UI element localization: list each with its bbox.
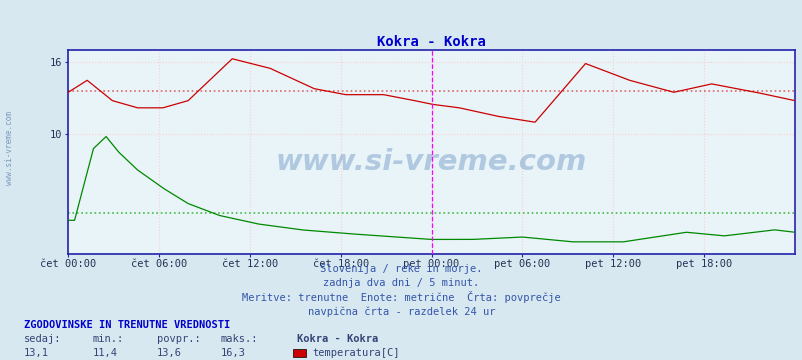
Text: zadnja dva dni / 5 minut.: zadnja dva dni / 5 minut. bbox=[323, 278, 479, 288]
Text: Slovenija / reke in morje.: Slovenija / reke in morje. bbox=[320, 264, 482, 274]
Text: min.:: min.: bbox=[92, 334, 124, 344]
Text: navpična črta - razdelek 24 ur: navpična črta - razdelek 24 ur bbox=[307, 306, 495, 317]
Text: maks.:: maks.: bbox=[221, 334, 258, 344]
Text: 13,1: 13,1 bbox=[24, 348, 49, 358]
Text: Kokra - Kokra: Kokra - Kokra bbox=[297, 334, 378, 344]
Text: www.si-vreme.com: www.si-vreme.com bbox=[5, 111, 14, 185]
Text: temperatura[C]: temperatura[C] bbox=[312, 348, 399, 358]
Text: ZGODOVINSKE IN TRENUTNE VREDNOSTI: ZGODOVINSKE IN TRENUTNE VREDNOSTI bbox=[24, 320, 230, 330]
Text: 16,3: 16,3 bbox=[221, 348, 245, 358]
Text: 11,4: 11,4 bbox=[92, 348, 117, 358]
Title: Kokra - Kokra: Kokra - Kokra bbox=[377, 35, 485, 49]
Text: www.si-vreme.com: www.si-vreme.com bbox=[276, 148, 586, 176]
Text: sedaj:: sedaj: bbox=[24, 334, 62, 344]
Text: Meritve: trenutne  Enote: metrične  Črta: povprečje: Meritve: trenutne Enote: metrične Črta: … bbox=[242, 291, 560, 303]
Text: povpr.:: povpr.: bbox=[156, 334, 200, 344]
Text: 13,6: 13,6 bbox=[156, 348, 181, 358]
